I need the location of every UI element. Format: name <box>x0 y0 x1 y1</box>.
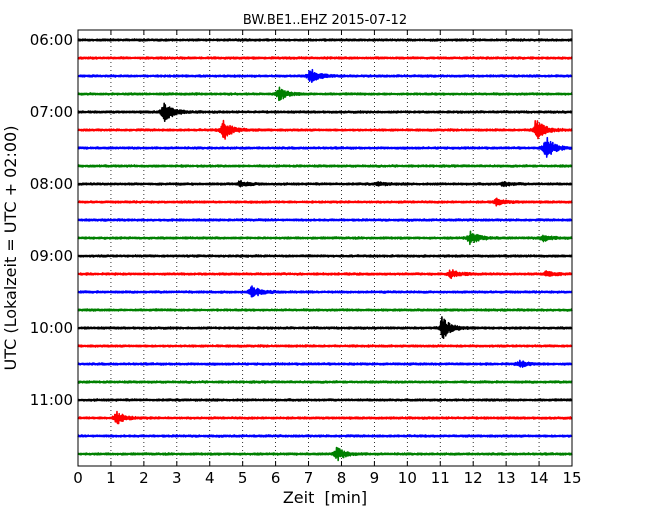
x-tick-label: 4 <box>205 469 215 487</box>
x-tick-label: 9 <box>370 469 380 487</box>
seismogram-trace <box>77 380 573 384</box>
x-tick-label: 11 <box>431 469 450 487</box>
x-tick-label: 3 <box>172 469 182 487</box>
seismogram-trace <box>77 434 573 438</box>
x-tick-label: 2 <box>139 469 149 487</box>
seismogram-trace <box>77 38 573 42</box>
x-tick-label: 15 <box>562 469 581 487</box>
seismogram-trace <box>77 68 573 84</box>
seismogram-trace <box>77 269 573 280</box>
gridlines <box>110 30 540 466</box>
y-tick-label: 10:00 <box>30 319 73 337</box>
seismogram-trace <box>77 56 573 60</box>
x-tick-label: 12 <box>464 469 483 487</box>
axis-ticks: 0 1 2 3 4 5 6 7 8 9 10 11 12 13 14 1506:0007:0008:0009:… <box>30 30 582 487</box>
seismogram-trace <box>77 119 573 140</box>
seismogram-trace <box>77 285 573 298</box>
y-tick-label: 06:00 <box>30 31 73 49</box>
x-tick-label: 14 <box>530 469 549 487</box>
seismogram-trace <box>77 197 573 207</box>
seismogram-trace <box>77 102 573 122</box>
seismogram-trace <box>77 398 573 402</box>
y-tick-label: 07:00 <box>30 103 73 121</box>
x-axis-label: Zeit [min] <box>283 488 367 507</box>
seismogram-trace <box>77 230 573 246</box>
seismogram-trace <box>77 316 573 340</box>
seismogram-trace <box>77 218 573 222</box>
trace-group <box>77 38 573 462</box>
seismogram-trace <box>77 308 573 312</box>
x-tick-label: 10 <box>398 469 417 487</box>
seismogram-trace <box>77 136 573 158</box>
seismogram-trace <box>77 446 573 462</box>
chart-title: BW.BE1..EHZ 2015-07-12 <box>243 13 407 28</box>
y-tick-label: 11:00 <box>30 391 73 409</box>
x-tick-label: 7 <box>304 469 314 487</box>
seismogram-trace <box>77 254 573 258</box>
seismogram-trace <box>77 179 573 188</box>
x-tick-label: 6 <box>271 469 281 487</box>
x-tick-label: 8 <box>337 469 347 487</box>
seismogram-trace <box>77 359 573 368</box>
x-tick-label: 5 <box>238 469 248 487</box>
x-tick-label: 0 <box>73 469 83 487</box>
seismogram-trace <box>77 344 573 348</box>
seismogram-trace <box>77 164 573 168</box>
y-axis-label: UTC (Lokalzeit = UTC + 02:00) <box>1 126 20 371</box>
y-tick-label: 08:00 <box>30 175 73 193</box>
seismogram-trace <box>77 410 573 425</box>
y-tick-label: 09:00 <box>30 247 73 265</box>
seismogram-trace <box>77 86 573 102</box>
x-tick-label: 1 <box>106 469 116 487</box>
x-tick-label: 13 <box>497 469 516 487</box>
plot-frame <box>77 29 573 467</box>
